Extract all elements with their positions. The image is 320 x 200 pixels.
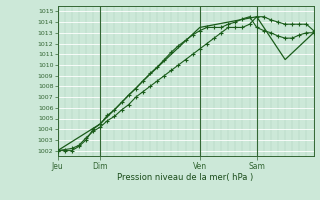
X-axis label: Pression niveau de la mer( hPa ): Pression niveau de la mer( hPa ) (117, 173, 254, 182)
